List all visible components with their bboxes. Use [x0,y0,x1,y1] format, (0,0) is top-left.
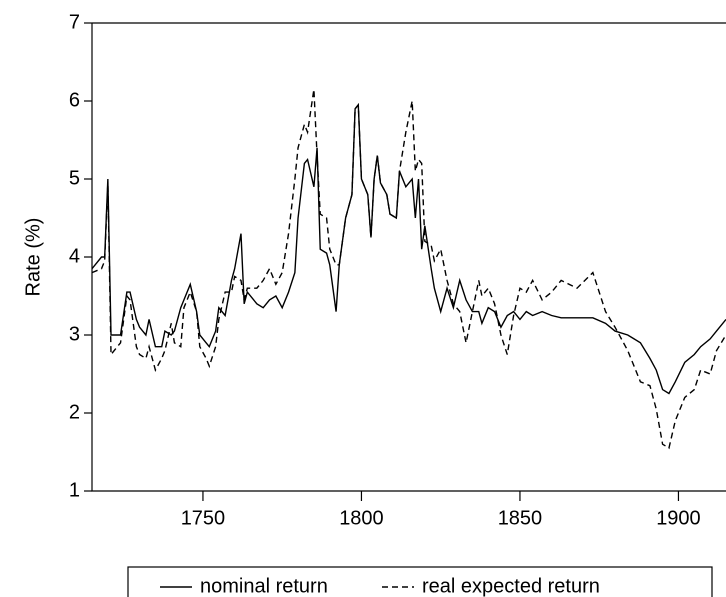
legend-box [127,566,713,597]
y-axis-label: Rate (%) [22,218,44,297]
x-tick-label: 1800 [339,507,384,529]
data-line [92,103,726,395]
y-tick-label: 5 [69,167,80,189]
y-tick-label: 7 [69,11,80,33]
y-tick-label: 1 [69,479,80,501]
y-tick-label: 6 [69,89,80,111]
x-tick-label: 1900 [656,507,701,529]
y-tick-label: 4 [69,245,80,267]
legend-label: real expected return [422,575,600,597]
plot-area [92,89,726,450]
legend-label: nominal return [200,575,328,597]
data-line [92,89,726,450]
x-tick-label: 1850 [498,507,543,529]
y-tick-label: 2 [69,401,80,423]
plot-frame [91,22,726,492]
x-tick-label: 1750 [181,507,226,529]
y-tick-label: 3 [69,323,80,345]
